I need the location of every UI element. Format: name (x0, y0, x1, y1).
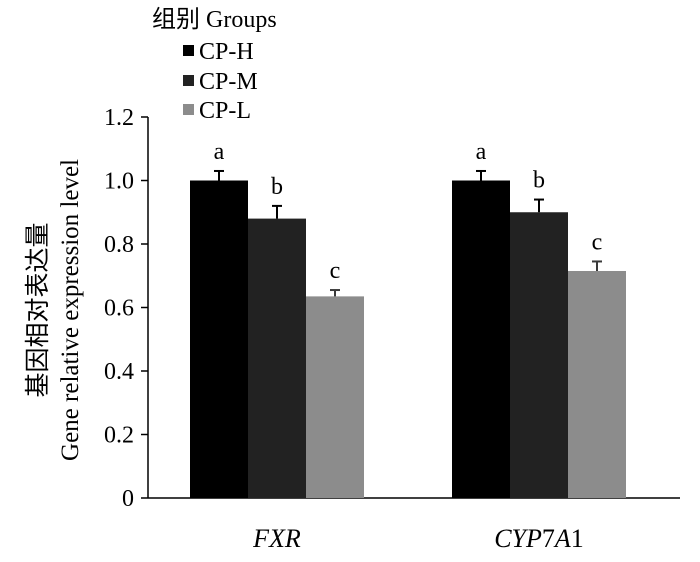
sig-label-fxr-cp-m: b (271, 174, 283, 200)
bar-fxr-cp-h (190, 180, 248, 498)
legend-swatch-cp-l (183, 104, 194, 115)
y-tick-label-4: 0.8 (104, 232, 134, 258)
bars: a b c a b c (190, 139, 626, 498)
sig-label-cyp7a1-cp-l: c (592, 229, 603, 255)
y-axis-label-cn: 基因相对表达量 (24, 222, 52, 397)
y-tick-label-3: 0.6 (104, 296, 134, 322)
y-tick-label-1: 0.2 (104, 423, 134, 449)
y-tick-label-2: 0.4 (104, 359, 134, 385)
y-tick-label-0: 0 (122, 486, 134, 512)
x-labels: FXR CYP7A1 (252, 524, 584, 553)
bar-fxr-cp-l (306, 296, 364, 498)
y-tick-label-5: 1.0 (104, 169, 134, 195)
bar-fxr-cp-m (248, 218, 306, 498)
bar-cyp7a1-cp-l (568, 270, 626, 498)
sig-label-cyp7a1-cp-h: a (476, 139, 487, 165)
y-ticks: 0 0.2 0.4 0.6 0.8 1.0 1.2 (104, 105, 148, 512)
legend-item-cp-m: CP-M (183, 69, 258, 95)
legend-title: 组别 Groups (152, 6, 277, 33)
legend-label-cp-h: CP-H (199, 39, 254, 65)
x-label-cyp7a1: CYP7A1 (494, 524, 584, 553)
sig-label-fxr-cp-h: a (214, 139, 225, 165)
sig-label-cyp7a1-cp-m: b (533, 168, 545, 194)
legend: 组别 Groups CP-H CP-M CP-L (152, 6, 277, 124)
sig-label-fxr-cp-l: c (330, 258, 341, 284)
legend-item-cp-h: CP-H (183, 39, 254, 65)
bar-cyp7a1-cp-h (452, 180, 510, 498)
legend-swatch-cp-h (183, 45, 194, 56)
legend-item-cp-l: CP-L (183, 98, 251, 124)
legend-swatch-cp-m (183, 75, 194, 86)
bar-cyp7a1-cp-m (510, 212, 568, 498)
legend-label-cp-l: CP-L (199, 98, 251, 124)
y-tick-label-6: 1.2 (104, 105, 134, 131)
y-axis-label-en: Gene relative expression level (57, 159, 84, 461)
legend-label-cp-m: CP-M (199, 69, 258, 95)
x-label-fxr: FXR (252, 524, 301, 553)
